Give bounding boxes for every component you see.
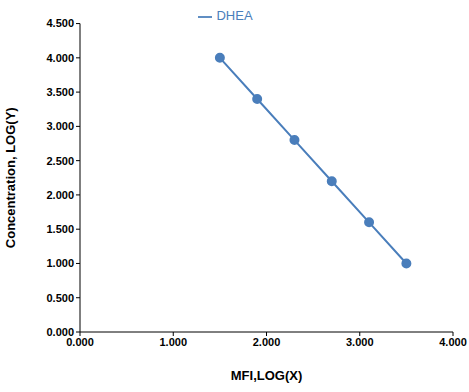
svg-text:1.000: 1.000 <box>46 257 74 269</box>
svg-text:4.500: 4.500 <box>46 17 74 29</box>
svg-text:2.000: 2.000 <box>253 336 281 348</box>
svg-text:1.500: 1.500 <box>46 223 74 235</box>
svg-text:MFI,LOG(X): MFI,LOG(X) <box>231 368 303 383</box>
svg-text:3.500: 3.500 <box>46 86 74 98</box>
svg-text:4.000: 4.000 <box>46 52 74 64</box>
svg-text:3.000: 3.000 <box>346 336 374 348</box>
svg-text:4.000: 4.000 <box>439 336 461 348</box>
svg-text:0.000: 0.000 <box>66 335 94 348</box>
svg-text:1.000: 1.000 <box>159 336 187 348</box>
html-text:DHEA: DHEA <box>216 8 253 23</box>
svg-text:0.500: 0.500 <box>46 292 74 304</box>
svg-text:3.000: 3.000 <box>46 120 74 132</box>
svg-text:2.000: 2.000 <box>46 189 74 201</box>
svg-text:0.000: 0.000 <box>46 326 74 338</box>
svg-text:2.500: 2.500 <box>46 155 74 167</box>
svg-text:Concentration, LOG(Y): Concentration, LOG(Y) <box>8 107 18 248</box>
